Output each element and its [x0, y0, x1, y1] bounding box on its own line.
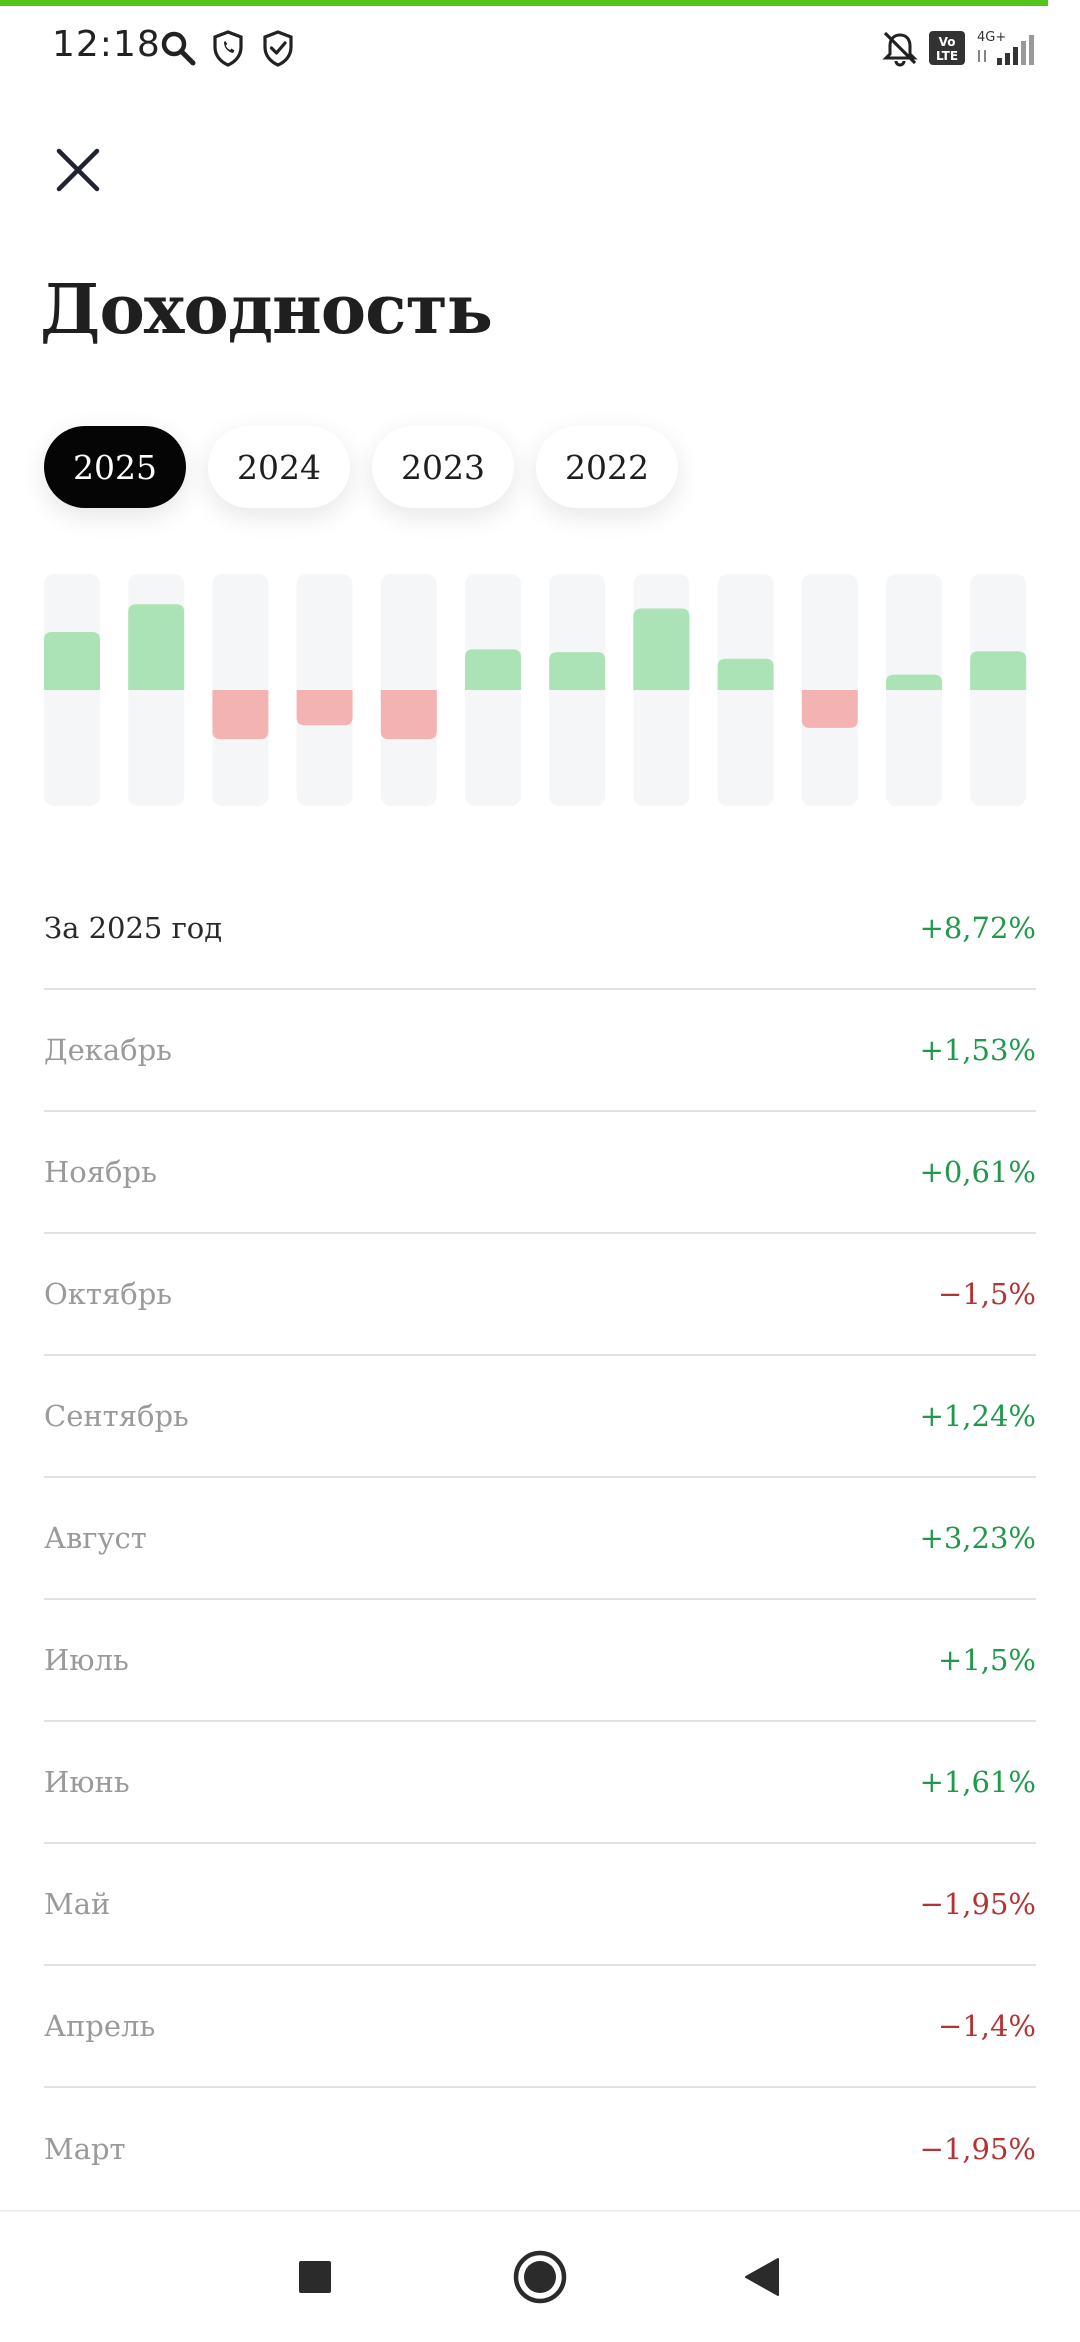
row-value: −1,95% — [919, 1887, 1036, 1921]
back-button[interactable] — [730, 2245, 794, 2309]
row-value: +1,53% — [919, 1033, 1036, 1067]
row-label: Июнь — [44, 1765, 130, 1799]
chart-bar-12[interactable] — [970, 651, 1027, 690]
status-bar: 12:18 Vo LTE 4G+ — [0, 6, 1080, 90]
month-return-row: Июль +1,5% — [44, 1600, 1036, 1722]
month-return-row: Декабрь +1,53% — [44, 990, 1036, 1112]
recents-square-icon — [299, 2261, 331, 2293]
row-value: +1,61% — [919, 1765, 1036, 1799]
search-icon — [158, 28, 198, 68]
row-label: Март — [44, 2132, 126, 2166]
chart-bar-5[interactable] — [380, 690, 437, 740]
chart-svg — [44, 574, 1027, 806]
month-return-row: Сентябрь +1,24% — [44, 1356, 1036, 1478]
bell-off-icon — [880, 28, 920, 68]
chart-bar-9[interactable] — [717, 658, 774, 690]
chart-bar-1[interactable] — [44, 632, 100, 690]
row-value: −1,5% — [938, 1277, 1036, 1311]
back-triangle-icon — [745, 2258, 779, 2296]
volte-icon: Vo LTE — [928, 28, 966, 68]
row-label: Декабрь — [44, 1033, 172, 1067]
row-label: Сентябрь — [44, 1399, 189, 1433]
row-label: За 2025 год — [44, 911, 223, 945]
row-value: −1,4% — [938, 2009, 1036, 2043]
chart-bar-10[interactable] — [801, 690, 858, 728]
page-title: Доходность — [40, 270, 493, 350]
top-accent-bar — [0, 0, 1048, 6]
close-icon — [56, 148, 100, 192]
chart-bar-4[interactable] — [296, 690, 353, 726]
system-nav-bar — [0, 2210, 1080, 2342]
chart-bar-2[interactable] — [128, 604, 185, 690]
chart-bar-6[interactable] — [465, 649, 521, 690]
year-tab-2022[interactable]: 2022 — [536, 426, 678, 508]
recents-button[interactable] — [283, 2245, 347, 2309]
row-label: Июль — [44, 1643, 129, 1677]
home-button[interactable] — [508, 2245, 572, 2309]
row-label: Август — [44, 1521, 147, 1555]
svg-text:Vo: Vo — [939, 35, 956, 49]
row-value: +1,24% — [919, 1399, 1036, 1433]
shield-check-icon — [258, 28, 298, 68]
row-value: −1,95% — [919, 2132, 1036, 2166]
close-button[interactable] — [40, 132, 116, 208]
year-tabs: 2025 2024 2023 2022 — [44, 426, 678, 508]
chart-bar-3[interactable] — [212, 690, 269, 740]
year-tab-2024[interactable]: 2024 — [208, 426, 350, 508]
status-time: 12:18 — [52, 24, 161, 65]
row-value: +8,72% — [919, 911, 1036, 945]
month-return-row: Июнь +1,61% — [44, 1722, 1036, 1844]
row-value: +1,5% — [938, 1643, 1036, 1677]
row-label: Ноябрь — [44, 1155, 157, 1189]
chart-bar-11[interactable] — [886, 674, 942, 690]
year-tab-2025[interactable]: 2025 — [44, 426, 186, 508]
monthly-returns-chart — [0, 570, 1080, 810]
month-return-row: Апрель −1,4% — [44, 1966, 1036, 2088]
row-label: Май — [44, 1887, 111, 1921]
year-tab-2023[interactable]: 2023 — [372, 426, 514, 508]
row-value: +3,23% — [919, 1521, 1036, 1555]
month-return-row: Август +3,23% — [44, 1478, 1036, 1600]
total-return-row: За 2025 год +8,72% — [44, 868, 1036, 990]
month-return-row: Октябрь −1,5% — [44, 1234, 1036, 1356]
month-return-row: Ноябрь +0,61% — [44, 1112, 1036, 1234]
svg-text:LTE: LTE — [936, 49, 958, 63]
row-label: Апрель — [44, 2009, 156, 2043]
returns-list: За 2025 год +8,72% Декабрь +1,53% Ноябрь… — [44, 868, 1036, 2210]
shield-phone-icon — [208, 28, 248, 68]
chart-bar-8[interactable] — [633, 608, 690, 690]
row-value: +0,61% — [919, 1155, 1036, 1189]
chart-bar-7[interactable] — [549, 652, 606, 690]
month-return-row: Март −1,95% — [44, 2088, 1036, 2210]
svg-text:4G+: 4G+ — [977, 30, 1006, 45]
row-label: Октябрь — [44, 1277, 173, 1311]
home-circle-icon — [513, 2250, 567, 2304]
month-return-row: Май −1,95% — [44, 1844, 1036, 1966]
signal-icon: 4G+ — [975, 28, 1039, 68]
